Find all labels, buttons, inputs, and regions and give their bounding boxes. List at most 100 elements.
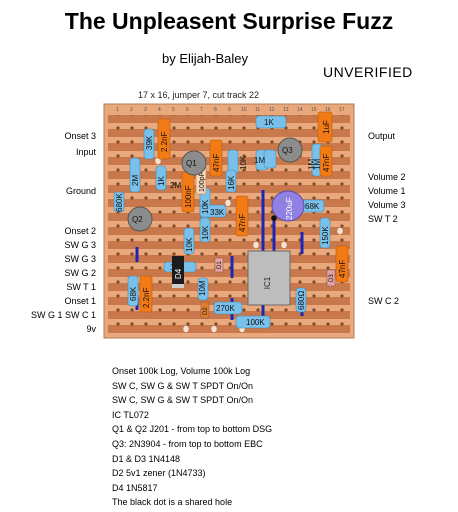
svg-text:D4: D4	[174, 268, 183, 279]
label-onset-3: Onset 3	[64, 131, 96, 141]
svg-text:11: 11	[255, 107, 260, 113]
note-q1-q2: Q1 & Q2 J201 - from top to bottom DSG	[112, 424, 273, 435]
label-output: Output	[368, 131, 396, 141]
svg-text:33K: 33K	[210, 208, 225, 217]
svg-text:47nF: 47nF	[338, 260, 347, 278]
shared-hole-dot	[271, 215, 277, 221]
svg-text:D2: D2	[203, 307, 209, 315]
svg-text:680Ω: 680Ω	[297, 291, 306, 310]
label-sw-g1-swc1: SW G 1 SW C 1	[30, 310, 96, 320]
svg-text:10K: 10K	[201, 225, 210, 240]
svg-text:10: 10	[241, 107, 247, 113]
svg-text:12: 12	[269, 107, 275, 113]
svg-text:14: 14	[297, 107, 303, 113]
label-onset-2: Onset 2	[64, 226, 96, 236]
status-label: UNVERIFIED	[323, 64, 413, 80]
svg-text:47nF: 47nF	[212, 154, 221, 172]
page-title: The Unpleasent Surprise Fuzz	[64, 8, 394, 34]
diode-d2: D2	[200, 301, 210, 319]
svg-text:220uF: 220uF	[285, 197, 294, 220]
label-sw-g-2: SW G 2	[64, 268, 96, 278]
note-d4: D4 1N5817	[112, 482, 158, 493]
diode-d1: D1	[214, 257, 224, 273]
diode-d3: D3	[326, 269, 336, 287]
capacitor-220uf: 220uF	[271, 190, 305, 222]
svg-text:68K: 68K	[129, 286, 138, 301]
svg-text:8: 8	[214, 107, 217, 113]
note-pots: Onset 100k Log, Volume 100k Log	[112, 366, 251, 376]
label-sw-c-2: SW C 2	[368, 296, 400, 306]
svg-text:680K: 680K	[115, 193, 124, 212]
svg-text:39K: 39K	[145, 135, 154, 150]
label-sw-g-3b: SW G 3	[64, 254, 96, 264]
svg-text:47nF: 47nF	[238, 214, 247, 232]
label-sw-g-3a: SW G 3	[64, 240, 96, 250]
label-ground: Ground	[65, 186, 96, 196]
parts-notes: Onset 100k Log, Volume 100k Log SW C, SW…	[112, 364, 272, 510]
svg-text:1K: 1K	[264, 118, 274, 127]
label-onset-1: Onset 1	[64, 296, 96, 306]
transistor-q3: Q3	[277, 137, 303, 163]
label-volume-3: Volume 3	[368, 200, 406, 210]
label-sw-t-1: SW T 1	[66, 282, 96, 292]
label-volume-1: Volume 1	[368, 186, 406, 196]
svg-text:2.2nF: 2.2nF	[142, 287, 151, 308]
svg-text:10K: 10K	[239, 155, 248, 170]
svg-text:1M: 1M	[254, 156, 265, 165]
svg-text:15: 15	[311, 107, 317, 113]
svg-text:16: 16	[325, 107, 331, 113]
note-q3: Q3: 2N3904 - from top to bottom EBC	[112, 438, 263, 449]
svg-text:7: 7	[200, 107, 203, 113]
svg-text:10K: 10K	[185, 237, 194, 252]
svg-text:3: 3	[144, 107, 147, 113]
svg-text:10M: 10M	[198, 280, 207, 296]
svg-text:1M: 1M	[307, 159, 316, 170]
note-shared-hole: The black dot is a shared hole	[112, 497, 233, 508]
svg-text:2.2nF: 2.2nF	[160, 131, 169, 152]
svg-text:150K: 150K	[321, 226, 330, 245]
note-ic: IC TL072	[112, 409, 149, 420]
label-volume-2: Volume 2	[368, 172, 406, 182]
label-sw-t-2: SW T 2	[368, 214, 398, 224]
svg-text:270K: 270K	[216, 304, 235, 313]
svg-text:100K: 100K	[246, 318, 265, 327]
svg-text:5: 5	[172, 107, 175, 113]
svg-text:2M: 2M	[131, 175, 140, 186]
svg-text:1K: 1K	[157, 176, 166, 186]
note-switches-2: SW C, SW G & SW T SPDT On/On	[112, 395, 254, 406]
note-switches-1: SW C, SW G & SW T SPDT On/On	[112, 380, 254, 391]
svg-text:Q3: Q3	[282, 146, 293, 155]
author-credit: by Elijah-Baley	[162, 51, 248, 66]
svg-text:IC1: IC1	[263, 276, 272, 289]
svg-text:100nF: 100nF	[184, 185, 193, 208]
svg-text:Q1: Q1	[186, 159, 197, 168]
diode-d4: D4	[172, 256, 184, 288]
ic1-chip: IC1	[247, 250, 291, 306]
svg-text:13: 13	[283, 107, 289, 113]
capacitor-labels: 2.2nF 47nF 100nF 47nF 1uF 47nF 47nF 2.2n…	[142, 120, 347, 308]
svg-text:16K: 16K	[227, 175, 236, 190]
label-input: Input	[75, 147, 96, 157]
svg-text:10K: 10K	[201, 199, 210, 214]
svg-text:68K: 68K	[305, 202, 320, 211]
resistor-labels: 39K 2M 1K 680K 10K 10K 1M 16K 33K 1M 68K…	[115, 118, 330, 327]
svg-text:17: 17	[339, 107, 345, 113]
label-9v: 9v	[86, 324, 96, 334]
svg-text:D1: D1	[217, 261, 223, 269]
svg-text:6: 6	[186, 107, 189, 113]
svg-text:1uF: 1uF	[322, 120, 331, 134]
transistor-q2: Q2	[127, 206, 153, 232]
svg-text:1M: 1M	[313, 159, 322, 170]
svg-text:4: 4	[158, 107, 161, 113]
svg-text:1: 1	[116, 107, 119, 113]
note-d1-d3: D1 & D3 1N4148	[112, 453, 181, 464]
svg-text:2M: 2M	[170, 181, 181, 190]
board-info: 17 x 16, jumper 7, cut track 22	[138, 90, 260, 100]
note-d2: D2 5v1 zener (1N4733)	[112, 468, 206, 479]
svg-text:100pF: 100pF	[199, 172, 206, 192]
capacitors	[139, 111, 349, 313]
svg-text:Q2: Q2	[132, 215, 143, 224]
